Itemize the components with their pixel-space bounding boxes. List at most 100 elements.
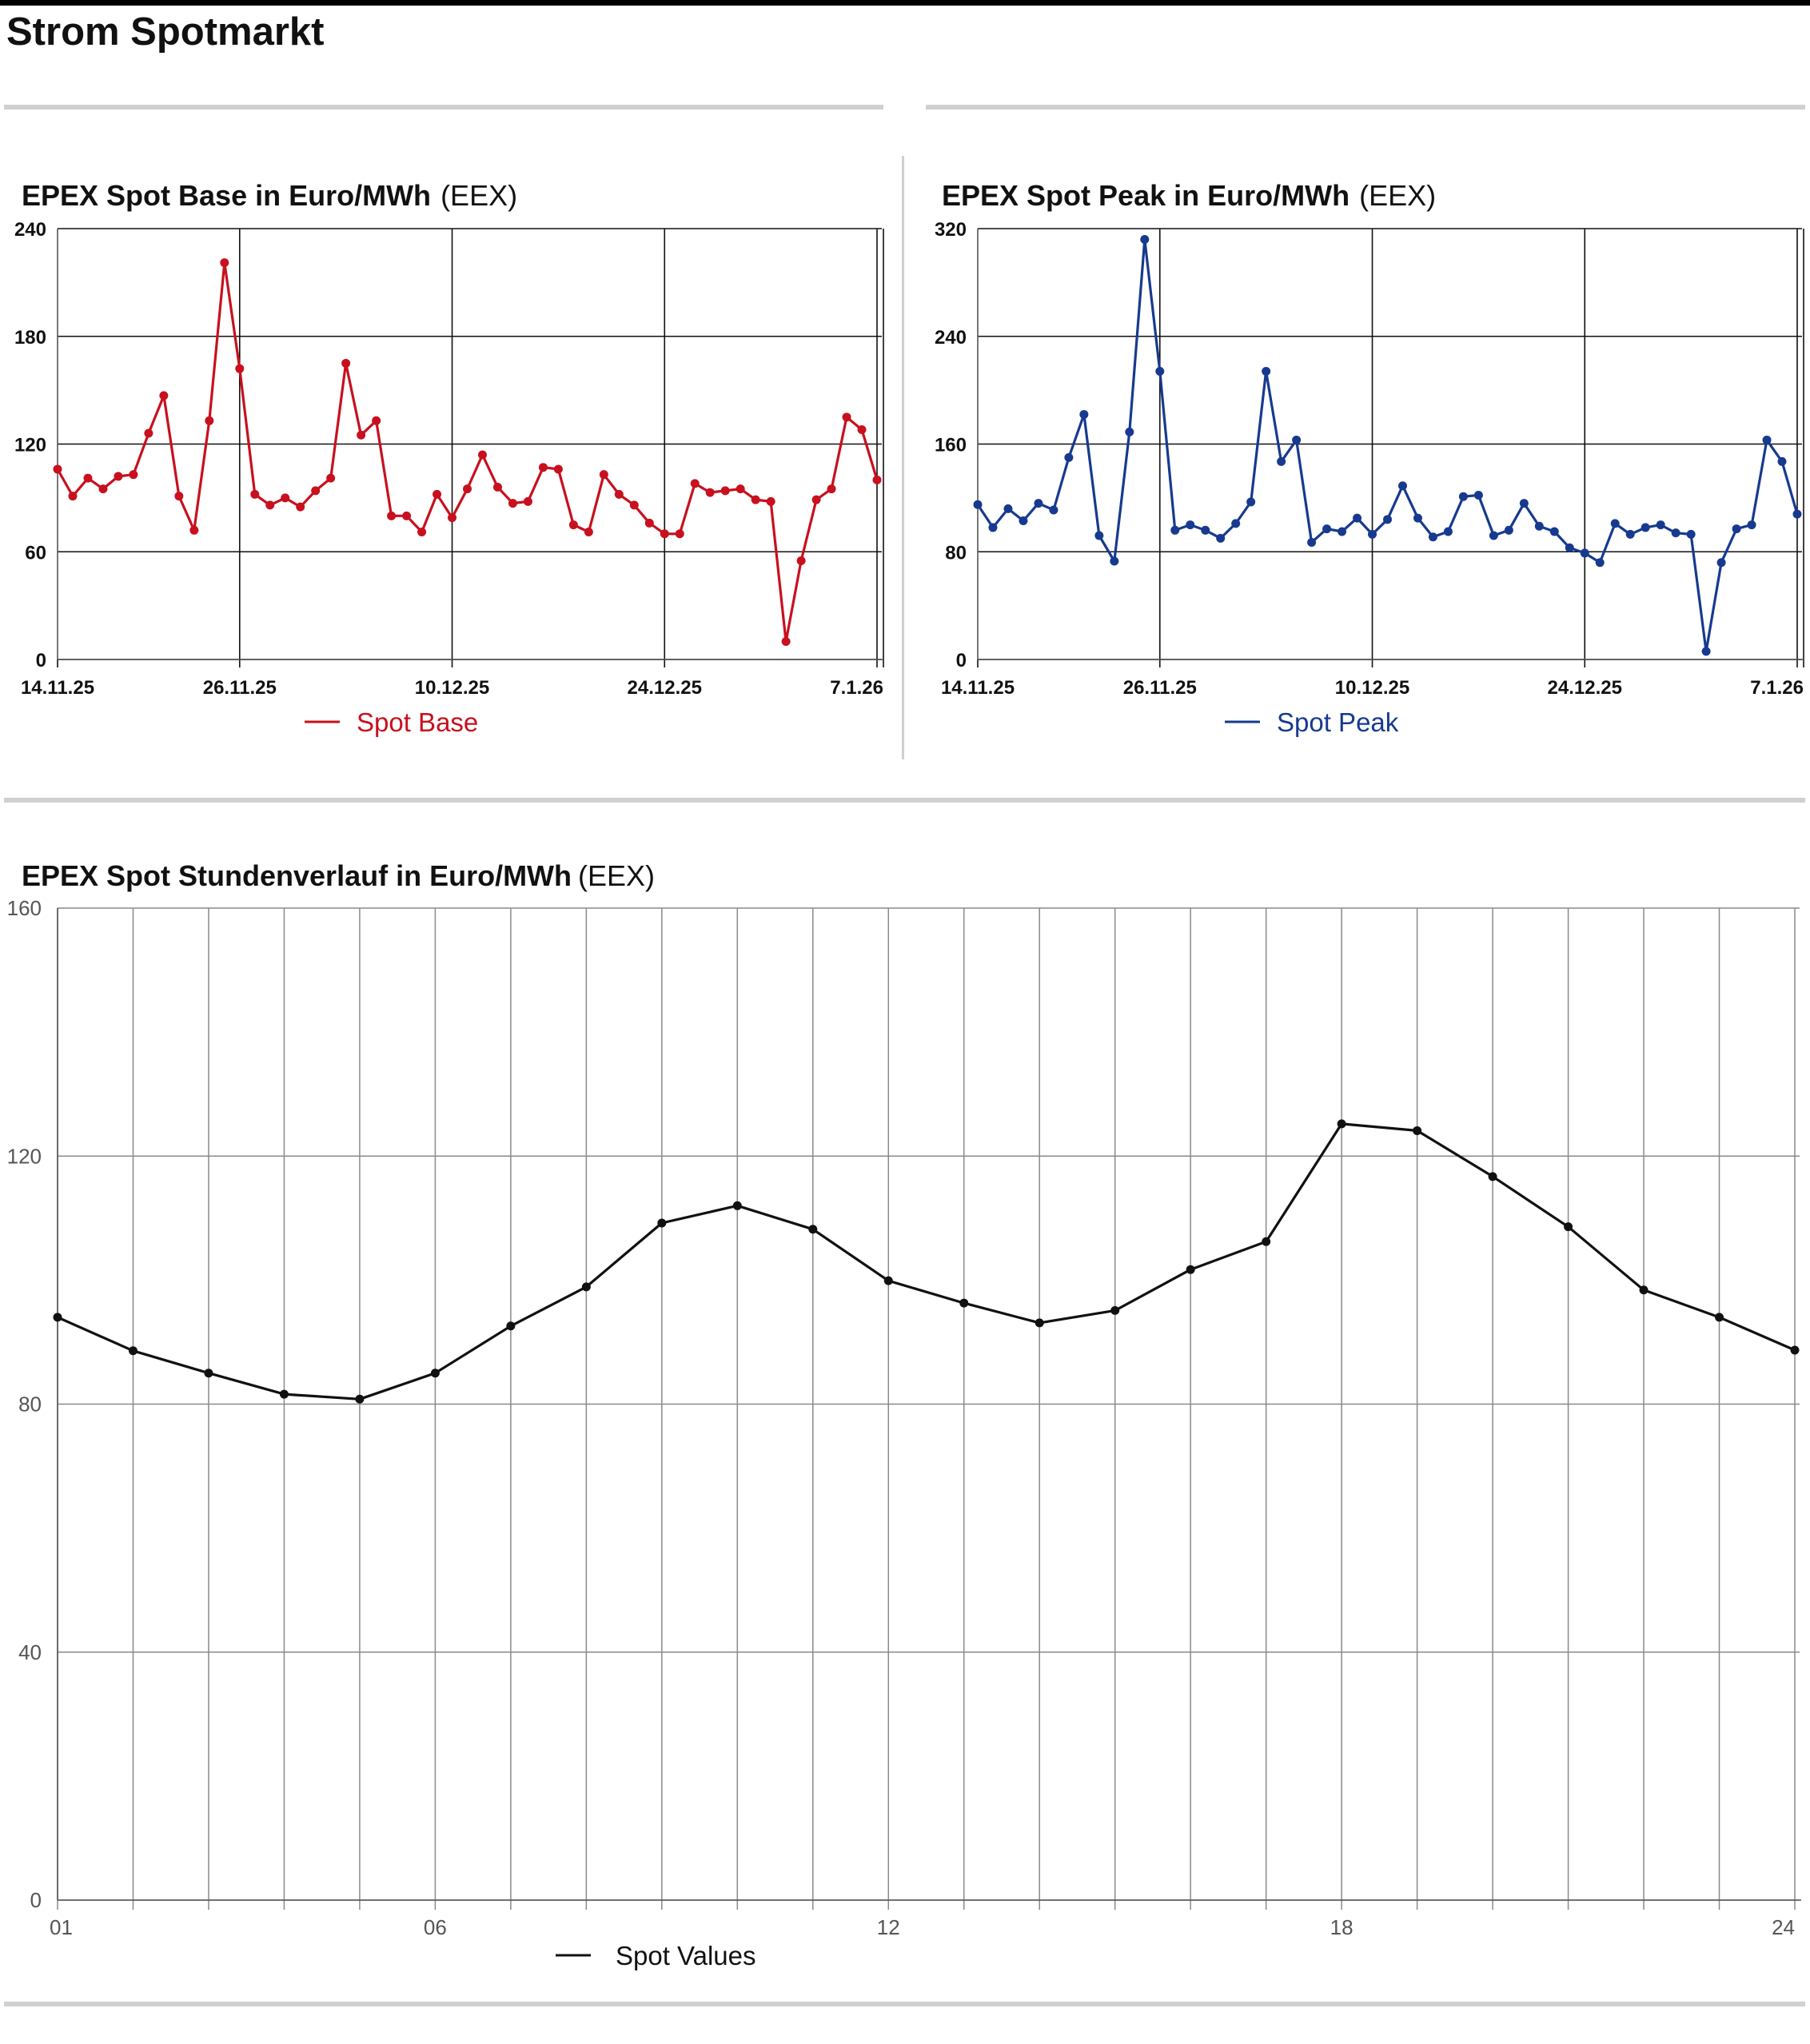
peak-data-point bbox=[1155, 367, 1165, 377]
hourly-x-tick-label: 12 bbox=[877, 1915, 900, 1939]
hourly-data-point bbox=[959, 1298, 969, 1308]
base-y-tick-label: 0 bbox=[36, 650, 46, 671]
base-data-point bbox=[720, 486, 730, 496]
peak-data-point bbox=[1368, 529, 1377, 539]
peak-data-point bbox=[1277, 456, 1286, 466]
base-y-tick-label: 120 bbox=[14, 435, 46, 456]
base-data-point bbox=[492, 482, 502, 492]
base-x-tick-label: 7.1.26 bbox=[830, 677, 883, 699]
peak-data-point bbox=[1428, 532, 1437, 542]
peak-data-point bbox=[1701, 647, 1711, 656]
peak-data-point bbox=[1019, 516, 1028, 526]
base-data-point bbox=[235, 364, 245, 373]
hourly-data-point bbox=[355, 1394, 365, 1404]
peak-data-point bbox=[1125, 427, 1134, 436]
peak-data-point bbox=[1353, 513, 1362, 523]
base-data-point bbox=[796, 556, 806, 565]
peak-y-tick-label: 0 bbox=[956, 650, 967, 671]
base-data-point bbox=[372, 416, 381, 425]
base-legend-label: Spot Base bbox=[357, 707, 478, 737]
peak-data-point bbox=[1292, 435, 1302, 444]
base-data-point bbox=[433, 489, 442, 499]
divider-top-right bbox=[926, 105, 1805, 110]
base-chart-source: (EEX) bbox=[441, 179, 518, 212]
hourly-data-point bbox=[883, 1276, 893, 1285]
peak-data-point bbox=[1580, 548, 1589, 558]
peak-data-point bbox=[1641, 523, 1650, 532]
hourly-y-tick-label: 120 bbox=[7, 1144, 42, 1168]
peak-chart-title-text: EPEX Spot Peak in Euro/MWh bbox=[942, 179, 1350, 212]
hourly-data-point bbox=[53, 1313, 62, 1322]
base-data-point bbox=[705, 488, 715, 497]
peak-chart-title: EPEX Spot Peak in Euro/MWh (EEX) bbox=[942, 179, 1436, 213]
peak-data-point bbox=[1489, 531, 1498, 540]
hourly-data-point bbox=[1413, 1126, 1422, 1135]
peak-data-point bbox=[1504, 525, 1513, 535]
peak-y-tick-label: 80 bbox=[945, 542, 967, 564]
peak-data-point bbox=[1792, 509, 1802, 519]
base-data-point bbox=[842, 412, 851, 422]
base-data-point bbox=[644, 518, 654, 528]
base-data-point bbox=[781, 637, 791, 647]
base-data-point bbox=[477, 450, 487, 460]
peak-data-point bbox=[1534, 521, 1544, 531]
peak-data-point bbox=[1034, 499, 1043, 508]
base-data-point bbox=[508, 499, 517, 508]
top-bar bbox=[0, 0, 1810, 6]
base-data-point bbox=[629, 500, 639, 510]
base-data-point bbox=[189, 525, 199, 535]
peak-data-point bbox=[1170, 525, 1180, 535]
peak-x-tick-label: 14.11.25 bbox=[941, 677, 1015, 699]
hourly-x-tick-label: 24 bbox=[1772, 1915, 1795, 1939]
hourly-y-tick-label: 160 bbox=[7, 896, 42, 920]
peak-x-tick-label: 7.1.26 bbox=[1750, 677, 1804, 699]
hourly-data-point bbox=[1337, 1119, 1346, 1129]
base-x-tick-label: 10.12.25 bbox=[415, 677, 489, 699]
base-data-point bbox=[690, 479, 700, 488]
hourly-data-point bbox=[1790, 1345, 1800, 1355]
base-data-point bbox=[53, 464, 62, 474]
hourly-chart-title: EPEX Spot Stundenverlauf in Euro/MWh (EEX… bbox=[22, 859, 655, 893]
hourly-data-point bbox=[204, 1369, 213, 1378]
hourly-data-point bbox=[1186, 1265, 1195, 1274]
peak-data-point bbox=[1307, 537, 1317, 547]
peak-y-tick-label: 320 bbox=[935, 219, 967, 241]
peak-data-point bbox=[1732, 524, 1741, 534]
peak-data-point bbox=[1003, 504, 1013, 513]
page-title: Strom Spotmarkt bbox=[6, 10, 325, 54]
peak-x-tick-label: 10.12.25 bbox=[1335, 677, 1409, 699]
hourly-legend-label: Spot Values bbox=[616, 1941, 756, 1970]
hourly-data-point bbox=[1262, 1237, 1271, 1246]
hourly-data-point bbox=[430, 1369, 440, 1378]
peak-data-point bbox=[1610, 519, 1620, 528]
peak-data-point bbox=[1094, 531, 1104, 540]
peak-data-point bbox=[1216, 533, 1226, 543]
divider-top-left bbox=[4, 105, 883, 110]
base-series-line bbox=[56, 261, 879, 643]
base-data-point bbox=[144, 428, 153, 438]
hourly-data-point bbox=[657, 1218, 667, 1228]
base-data-point bbox=[523, 496, 532, 506]
peak-data-point bbox=[1413, 513, 1422, 523]
hourly-data-point bbox=[279, 1389, 289, 1399]
base-data-point bbox=[538, 463, 548, 472]
base-data-point bbox=[568, 520, 578, 530]
base-data-point bbox=[265, 500, 275, 510]
peak-y-tick-label: 160 bbox=[935, 435, 967, 456]
base-data-point bbox=[811, 495, 821, 504]
divider-bottom bbox=[4, 2002, 1805, 2006]
hourly-x-tick-label: 06 bbox=[424, 1915, 447, 1939]
base-data-point bbox=[326, 473, 336, 483]
base-y-tick-label: 60 bbox=[25, 542, 46, 564]
peak-data-point bbox=[1049, 505, 1058, 515]
peak-x-tick-label: 24.12.25 bbox=[1548, 677, 1622, 699]
base-data-point bbox=[751, 495, 760, 504]
divider-middle bbox=[4, 798, 1805, 803]
peak-data-point bbox=[1656, 520, 1665, 530]
peak-data-point bbox=[1458, 492, 1468, 501]
peak-data-point bbox=[1201, 525, 1210, 535]
peak-data-point bbox=[1595, 558, 1605, 568]
base-data-point bbox=[614, 489, 624, 499]
base-data-point bbox=[220, 258, 229, 268]
